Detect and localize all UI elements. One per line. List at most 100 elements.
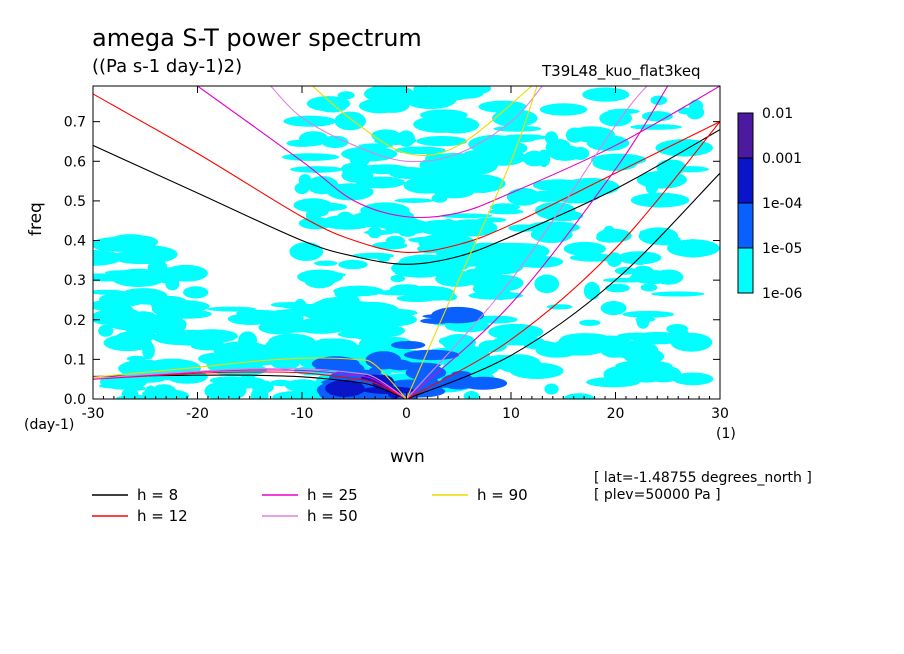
power-patch — [473, 179, 494, 193]
power-patch — [235, 309, 280, 317]
power-patch — [397, 130, 415, 147]
power-patch — [493, 125, 542, 132]
power-patch — [269, 379, 293, 387]
power-patch — [539, 103, 588, 116]
colorbar-label: 1e-04 — [762, 196, 802, 212]
power-patch — [352, 252, 395, 259]
power-patch — [466, 268, 492, 274]
power-patch — [513, 255, 564, 268]
power-patch — [118, 363, 160, 375]
run-name: T39L48_kuo_flat3keq — [542, 62, 701, 80]
y-axis-unit: (day-1) — [24, 417, 75, 433]
colorbar-label: 1e-06 — [762, 286, 802, 302]
power-patch — [119, 288, 168, 304]
legend-label: h = 8 — [137, 486, 178, 504]
power-patch — [95, 307, 142, 323]
dispersion-curves-layer — [93, 86, 720, 399]
power-patch — [141, 388, 177, 399]
power-patch — [419, 109, 468, 121]
power-patch — [341, 168, 374, 183]
x-tick-label: -20 — [186, 406, 209, 422]
series-8m — [93, 129, 720, 399]
power-patch — [93, 289, 125, 295]
x-tick-label: -30 — [82, 406, 105, 422]
power-patch — [283, 115, 337, 127]
power-patch — [629, 368, 664, 383]
power-patch — [569, 253, 619, 262]
power-patch — [303, 270, 336, 289]
power-patch — [495, 354, 541, 373]
power-patch — [492, 137, 536, 143]
power-patch — [367, 226, 382, 239]
kelvin-curve — [406, 172, 720, 399]
axes-layer: -30 -20 -10 0 10 20 30 0.0 0.1 0.2 0.3 0.4 0.5 0.6 0.7 — [64, 86, 729, 422]
legend-label: h = 25 — [307, 486, 358, 504]
power-patch — [672, 372, 714, 386]
power-patch — [333, 285, 384, 297]
rossby-curve — [93, 371, 407, 399]
y-axis-label: freq — [26, 202, 46, 236]
rossby-curve — [93, 369, 407, 399]
power-patch — [458, 376, 508, 390]
power-patch — [391, 340, 426, 350]
power-patch — [338, 259, 368, 270]
rossby-curve — [93, 374, 407, 399]
power-patch — [440, 293, 458, 301]
power-patch — [630, 192, 690, 208]
power-patch — [247, 356, 284, 366]
legend: h = 8 h = 12 h = 25 h = 50 h = 90 — [92, 486, 528, 525]
power-patch — [103, 334, 152, 352]
colorbar-swatch — [737, 112, 754, 159]
power-patch — [161, 331, 219, 346]
power-patch — [563, 393, 595, 399]
rossby-curve — [93, 367, 407, 399]
power-patch — [682, 239, 704, 258]
power-patch — [651, 291, 705, 297]
x-axis-unit: (1) — [716, 426, 736, 442]
kelvin-curve — [406, 86, 669, 399]
power-patch — [337, 329, 396, 339]
power-patch — [337, 91, 355, 100]
power-patch — [499, 243, 550, 260]
power-patch — [294, 182, 310, 195]
power-patch — [534, 274, 560, 294]
power-patch — [631, 331, 686, 345]
power-patch — [290, 166, 343, 173]
power-patch — [442, 89, 484, 99]
colorbar-swatch — [737, 202, 754, 249]
power-patch — [390, 274, 406, 283]
power-patch — [416, 136, 468, 147]
power-patch — [383, 219, 433, 235]
power-patch — [286, 139, 318, 147]
power-patch — [121, 387, 139, 399]
power-patch — [440, 213, 493, 219]
y-tick-label: 0.5 — [64, 194, 86, 210]
power-patch — [638, 227, 679, 245]
power-patch — [209, 376, 250, 385]
power-patch — [596, 228, 632, 243]
power-patch — [281, 153, 340, 161]
power-patch — [93, 249, 122, 266]
colorbar-label: 0.001 — [762, 151, 802, 167]
power-patch — [269, 319, 324, 333]
power-patch — [413, 86, 429, 99]
power-patch — [422, 313, 480, 319]
power-patch — [390, 362, 441, 369]
power-patch — [427, 164, 455, 175]
power-patch — [579, 319, 601, 326]
colorbar-label: 0.01 — [762, 106, 793, 122]
y-tick-label: 0.3 — [64, 273, 86, 289]
power-patch — [607, 108, 640, 115]
power-patch — [98, 324, 114, 337]
x-tick-label: 10 — [502, 406, 520, 422]
power-patch — [321, 135, 349, 148]
power-patch — [464, 159, 497, 167]
legend-label: h = 12 — [137, 507, 188, 525]
power-patch — [677, 107, 693, 115]
power-patch — [558, 335, 579, 352]
power-patch — [314, 260, 338, 266]
series-50m — [93, 86, 648, 399]
power-patch — [312, 299, 352, 313]
power-patch — [270, 302, 298, 308]
power-patch — [489, 203, 520, 212]
